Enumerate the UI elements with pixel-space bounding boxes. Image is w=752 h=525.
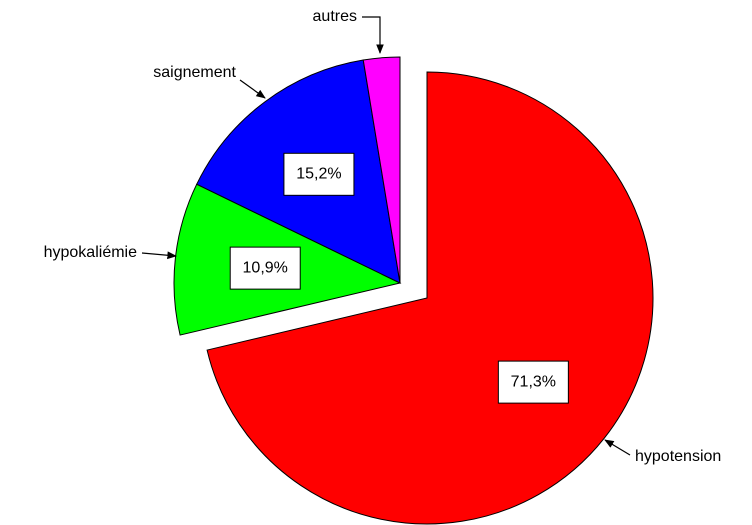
value-label-box (283, 152, 355, 196)
category-label: hypotension (635, 448, 721, 465)
category-label: saignement (153, 64, 236, 81)
labels: 71,3% hypotension 10,9% hypokaliémie 15,2% sa… (44, 8, 722, 465)
category-label: autres (313, 8, 357, 25)
value-label: 15,2% (296, 166, 341, 183)
pie-slice (362, 56, 401, 284)
category-label: hypokaliémie (44, 244, 137, 261)
label-arrow (239, 79, 266, 99)
value-label: 71,3% (511, 373, 556, 390)
value-label: 10,9% (243, 259, 288, 276)
slices (173, 56, 654, 525)
value-label-box (229, 246, 301, 290)
pie-slice (206, 71, 654, 525)
label-arrow (362, 16, 384, 54)
label-arrow (604, 439, 631, 456)
label-arrow (141, 251, 177, 260)
value-label-box (497, 360, 569, 404)
